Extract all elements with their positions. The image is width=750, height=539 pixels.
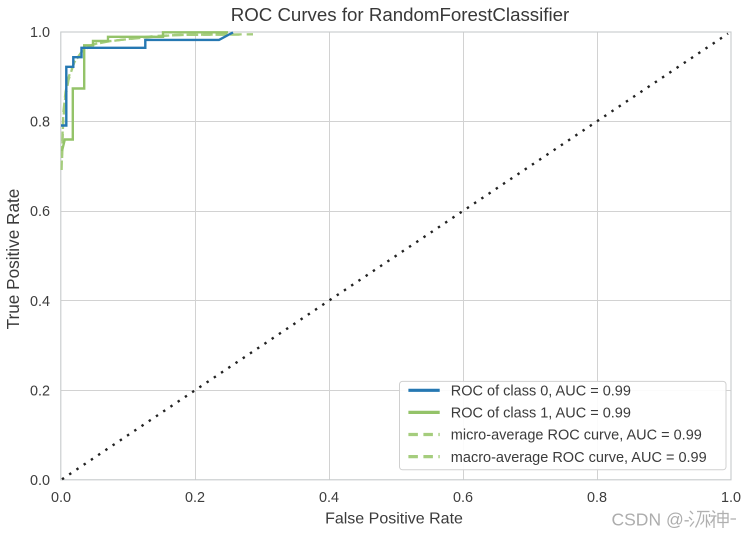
- svg-text:0.8: 0.8: [30, 115, 50, 131]
- svg-text:macro-average ROC curve, AUC =: macro-average ROC curve, AUC = 0.99: [451, 450, 707, 466]
- svg-text:0.8: 0.8: [587, 490, 607, 506]
- svg-text:0.4: 0.4: [319, 490, 339, 506]
- svg-text:0.2: 0.2: [185, 490, 205, 506]
- svg-text:0.6: 0.6: [30, 204, 50, 220]
- svg-text:1.0: 1.0: [721, 490, 741, 506]
- svg-text:micro-average ROC curve, AUC =: micro-average ROC curve, AUC = 0.99: [451, 428, 702, 444]
- svg-text:ROC of class 1, AUC = 0.99: ROC of class 1, AUC = 0.99: [451, 406, 631, 422]
- svg-text:1.0: 1.0: [30, 25, 50, 41]
- svg-text:0.6: 0.6: [453, 490, 473, 506]
- svg-text:False Positive Rate: False Positive Rate: [325, 511, 463, 528]
- svg-text:0.0: 0.0: [30, 473, 50, 489]
- svg-text:0.2: 0.2: [30, 383, 50, 399]
- svg-text:True Positive Rate: True Positive Rate: [3, 189, 23, 330]
- svg-text:ROC Curves for RandomForestCla: ROC Curves for RandomForestClassifier: [231, 4, 570, 25]
- svg-text:0.0: 0.0: [51, 490, 71, 506]
- svg-text:0.4: 0.4: [30, 294, 50, 310]
- svg-text:CSDN @-: CSDN @-: [612, 510, 690, 530]
- svg-text:ROC of class 0, AUC = 0.99: ROC of class 0, AUC = 0.99: [451, 384, 631, 400]
